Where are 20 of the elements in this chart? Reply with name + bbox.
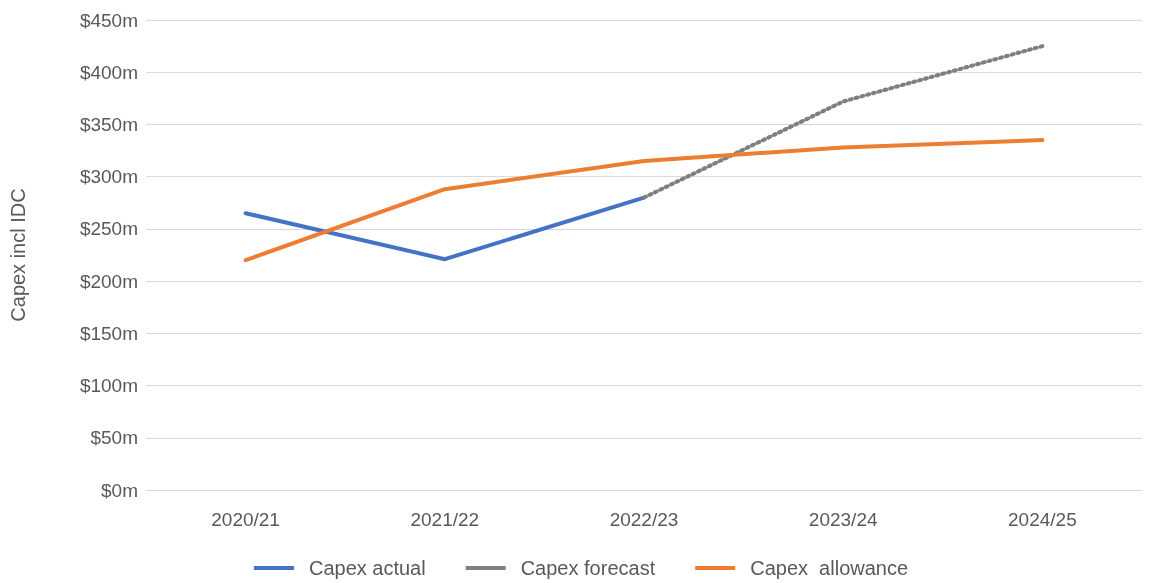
x-tick-label: 2023/24: [808, 509, 878, 530]
x-tick-label: 2020/21: [211, 509, 280, 530]
y-axis-title: Capex incl IDC: [7, 188, 29, 322]
x-tick-label: 2024/25: [1008, 509, 1077, 530]
y-tick-label: $450m: [79, 9, 138, 31]
y-tick-label: $200m: [79, 270, 138, 292]
y-tick-label: $100m: [79, 375, 138, 397]
legend-label: Capex actual: [308, 557, 426, 579]
y-tick-label: $250m: [79, 218, 138, 240]
x-tick-label: 2021/22: [410, 509, 480, 530]
y-tick-label: $150m: [79, 322, 138, 344]
x-tick-label: 2022/23: [609, 509, 679, 530]
y-tick-label: $300m: [79, 166, 138, 188]
y-tick-label: $350m: [79, 113, 138, 135]
legend-label: Capex forecast: [520, 557, 656, 579]
y-tick-label: $0m: [101, 479, 138, 501]
legend-label: Capex allowance: [750, 557, 909, 579]
y-tick-label: $400m: [79, 61, 138, 83]
y-tick-label: $50m: [90, 427, 138, 449]
line-series: [243, 138, 1045, 263]
